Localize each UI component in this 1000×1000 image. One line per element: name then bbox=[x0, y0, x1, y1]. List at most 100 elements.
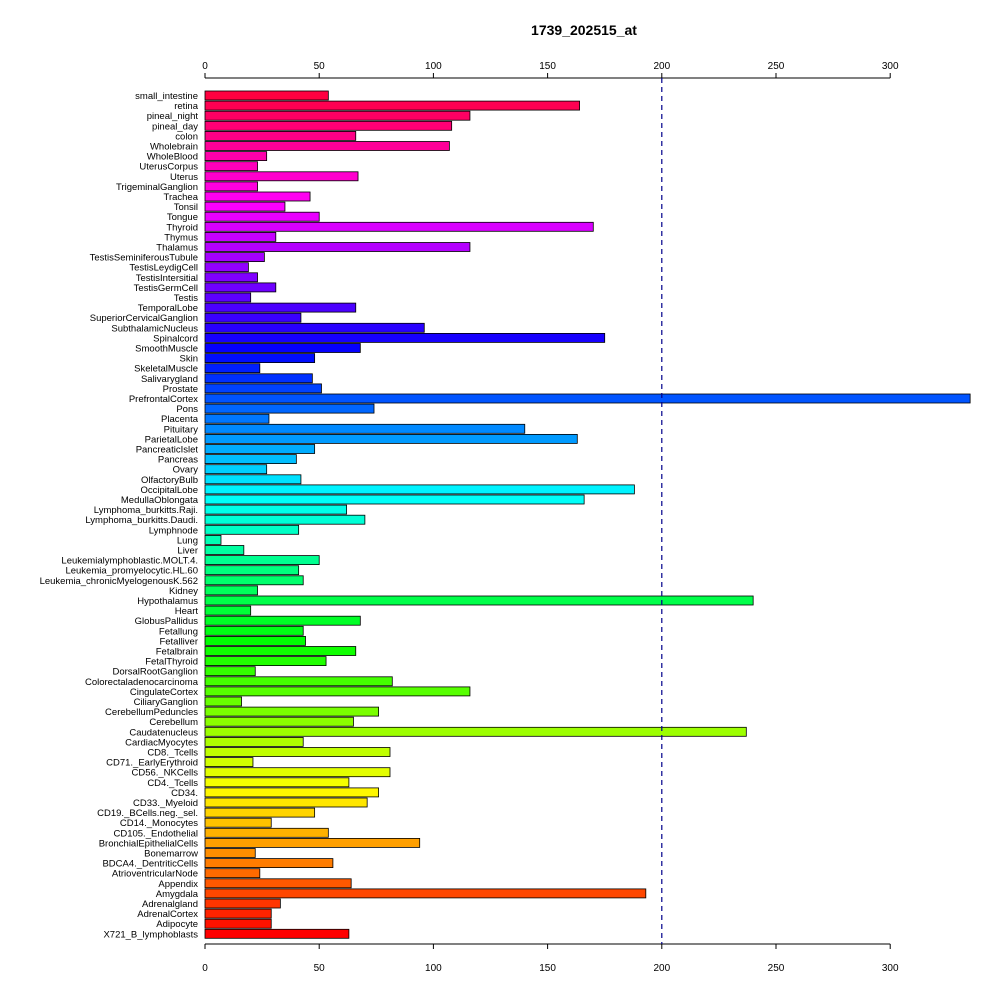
bar bbox=[204, 363, 261, 374]
category-label: Caudatenucleus bbox=[129, 727, 198, 738]
category-label: pineal_night bbox=[147, 111, 199, 122]
bar bbox=[204, 90, 329, 101]
category-label: FetalThyroid bbox=[145, 657, 198, 668]
category-label: Colorectaladenocarcinoma bbox=[85, 677, 199, 688]
category-labels: small_intestineretinapineal_nightpineal_… bbox=[40, 91, 199, 940]
bar bbox=[204, 625, 304, 636]
bar bbox=[204, 474, 302, 485]
category-label: Pancreas bbox=[158, 455, 198, 466]
category-label: CD4._Tcells bbox=[147, 778, 198, 789]
category-label: OccipitalLobe bbox=[140, 485, 198, 496]
bar bbox=[204, 201, 286, 212]
bar bbox=[204, 575, 304, 586]
category-label: Wholebrain bbox=[150, 142, 198, 153]
category-label: Placenta bbox=[161, 414, 199, 425]
category-label: Fetallung bbox=[159, 626, 198, 637]
category-label: TrigeminalGanglion bbox=[116, 182, 198, 193]
bar bbox=[204, 393, 971, 404]
category-label: CD14._Monocytes bbox=[120, 818, 198, 829]
x-tick-label: 250 bbox=[768, 61, 785, 72]
bar bbox=[204, 302, 357, 313]
x-tick-label: 300 bbox=[882, 963, 899, 974]
category-label: CD19._BCells.neg._sel. bbox=[97, 808, 198, 819]
category-label: retina bbox=[174, 101, 198, 112]
bar bbox=[204, 130, 357, 141]
category-label: DorsalRootGanglion bbox=[112, 667, 198, 678]
bar bbox=[204, 838, 421, 848]
x-tick-label: 250 bbox=[768, 963, 785, 974]
bar bbox=[204, 464, 268, 475]
category-label: Salivarygland bbox=[141, 374, 198, 385]
bar bbox=[204, 807, 316, 818]
bar bbox=[204, 858, 334, 868]
category-label: Lung bbox=[177, 535, 198, 546]
category-label: TestisIntersitial bbox=[136, 273, 198, 284]
category-label: Hypothalamus bbox=[137, 596, 198, 607]
bar bbox=[204, 221, 594, 232]
x-tick-label: 300 bbox=[882, 61, 899, 72]
bar bbox=[204, 282, 277, 293]
category-label: AdrenalCortex bbox=[137, 909, 198, 920]
bar bbox=[204, 686, 471, 697]
category-label: BDCA4._DentriticCells bbox=[102, 859, 198, 870]
category-label: Lymphoma_burkitts.Daudi. bbox=[85, 515, 198, 526]
bar bbox=[204, 787, 379, 798]
category-label: Fetalbrain bbox=[156, 647, 198, 658]
bar bbox=[204, 413, 270, 424]
bar bbox=[204, 868, 261, 879]
category-label: Leukemia_chronicMyelogenousK.562 bbox=[40, 576, 198, 587]
bar bbox=[204, 141, 450, 151]
x-tick-label: 100 bbox=[425, 61, 442, 72]
bar bbox=[204, 928, 350, 939]
chart-title: 1739_202515_at bbox=[531, 22, 637, 38]
category-label: ParietalLobe bbox=[145, 434, 198, 445]
bar bbox=[204, 373, 313, 384]
bar bbox=[204, 272, 258, 283]
bar bbox=[204, 211, 320, 222]
bar bbox=[204, 454, 297, 465]
category-label: AtrioventricularNode bbox=[112, 869, 198, 880]
category-label: Fetalliver bbox=[159, 636, 198, 647]
bar bbox=[204, 797, 368, 808]
bar bbox=[204, 383, 322, 394]
category-label: BronchialEpithelialCells bbox=[99, 838, 199, 849]
bar bbox=[204, 706, 379, 717]
bar bbox=[204, 343, 361, 353]
category-label: MedullaOblongata bbox=[121, 495, 199, 506]
x-tick-label: 100 bbox=[425, 963, 442, 974]
category-label: Leukemialymphoblastic.MOLT.4. bbox=[61, 556, 198, 567]
category-label: TestisSeminiferousTubule bbox=[90, 253, 198, 264]
bar bbox=[204, 545, 245, 555]
category-label: Tongue bbox=[167, 212, 198, 223]
bar bbox=[204, 322, 425, 333]
category-label: Kidney bbox=[169, 586, 198, 597]
bar bbox=[204, 524, 300, 535]
category-label: WholeBlood bbox=[147, 152, 198, 163]
category-label: SmoothMuscle bbox=[135, 344, 198, 355]
x-tick-label: 150 bbox=[539, 61, 556, 72]
category-label: TestisGermCell bbox=[134, 283, 198, 294]
category-label: Adrenalgland bbox=[142, 899, 198, 910]
x-tick-label: 50 bbox=[314, 963, 326, 974]
bar bbox=[204, 888, 647, 899]
bar bbox=[204, 898, 281, 909]
bar bbox=[204, 191, 311, 202]
category-label: Lymphnode bbox=[149, 525, 198, 536]
category-label: Bonemarrow bbox=[144, 849, 198, 860]
category-label: SubthalamicNucleus bbox=[111, 323, 198, 334]
bar bbox=[204, 504, 348, 515]
category-label: CD71._EarlyErythroid bbox=[106, 758, 198, 769]
category-label: CD8._Tcells bbox=[147, 748, 198, 759]
category-label: CD105._Endothelial bbox=[113, 828, 198, 839]
bar bbox=[204, 595, 754, 606]
category-label: Uterus bbox=[170, 172, 198, 183]
x-tick-label: 50 bbox=[314, 61, 326, 72]
bar bbox=[204, 252, 265, 263]
bar bbox=[204, 747, 391, 757]
bar bbox=[204, 433, 578, 444]
bar bbox=[204, 696, 242, 707]
bar bbox=[204, 716, 354, 727]
bar bbox=[204, 827, 329, 838]
bar bbox=[204, 585, 258, 596]
